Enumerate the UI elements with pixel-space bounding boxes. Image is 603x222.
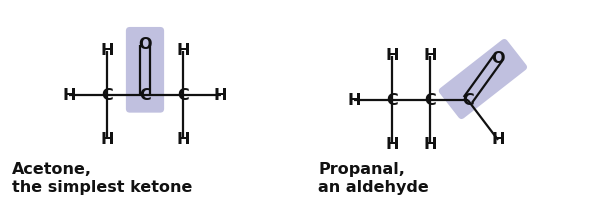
- Text: an aldehyde: an aldehyde: [318, 180, 429, 195]
- Text: H: H: [63, 87, 76, 103]
- Text: H: H: [176, 43, 189, 58]
- Text: H: H: [491, 132, 505, 147]
- Text: O: O: [138, 37, 152, 52]
- Text: H: H: [385, 137, 399, 152]
- Text: H: H: [214, 87, 227, 103]
- FancyBboxPatch shape: [126, 27, 164, 113]
- Text: the simplest ketone: the simplest ketone: [12, 180, 192, 195]
- Text: H: H: [176, 132, 189, 147]
- Text: C: C: [387, 93, 398, 107]
- Text: H: H: [348, 93, 361, 107]
- Text: H: H: [423, 137, 437, 152]
- Text: C: C: [139, 87, 151, 103]
- Text: H: H: [101, 132, 114, 147]
- Text: H: H: [101, 43, 114, 58]
- Text: C: C: [424, 93, 436, 107]
- Text: C: C: [101, 87, 113, 103]
- Text: H: H: [385, 48, 399, 63]
- Text: H: H: [423, 48, 437, 63]
- Text: O: O: [491, 50, 505, 65]
- FancyBboxPatch shape: [439, 39, 527, 119]
- Text: C: C: [177, 87, 189, 103]
- Text: C: C: [462, 93, 474, 107]
- Text: Propanal,: Propanal,: [318, 162, 405, 177]
- Text: Acetone,: Acetone,: [12, 162, 92, 177]
